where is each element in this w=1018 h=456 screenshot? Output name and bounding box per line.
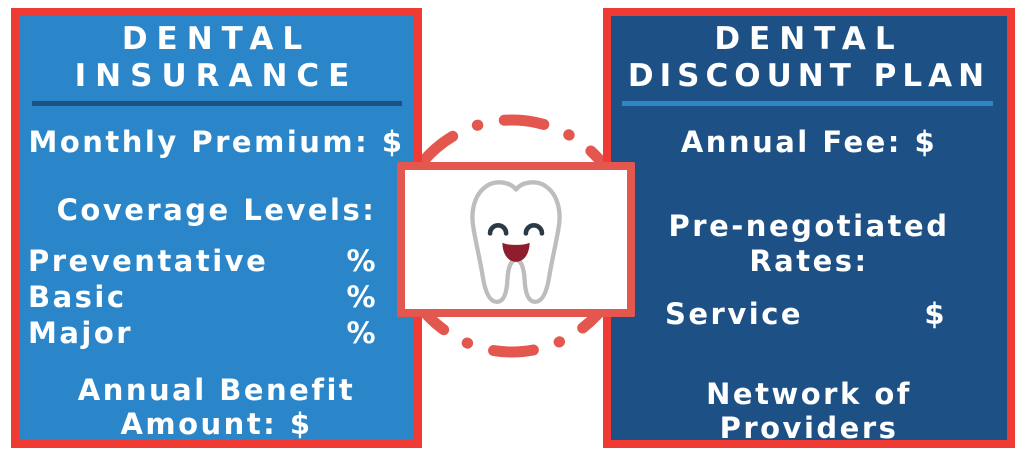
dental-discount-plan-title: DENTAL DISCOUNT PLAN	[611, 21, 1007, 95]
network-of-providers-label: Network of Providers	[611, 377, 1007, 445]
dental-insurance-title: DENTAL INSURANCE	[19, 21, 414, 95]
rates-line-1: Pre-negotiated	[668, 209, 950, 243]
smiling-tooth-icon	[470, 179, 562, 304]
title-line-2: DISCOUNT PLAN	[627, 58, 991, 94]
tooth-mouth	[502, 242, 530, 262]
tooth-outline	[470, 179, 562, 304]
network-line-1: Network of	[706, 377, 912, 411]
coverage-row-preventative: Preventative %	[28, 243, 378, 279]
coverage-row-label: Basic	[28, 280, 127, 314]
title-line-2: INSURANCE	[74, 58, 359, 94]
service-row-label: Service	[665, 297, 804, 331]
title-line-1: DENTAL	[714, 21, 904, 57]
annual-benefit-line-2: Amount: $	[120, 407, 313, 441]
coverage-row-label: Major	[28, 316, 134, 350]
network-line-2: Providers	[719, 411, 899, 445]
title-underline	[622, 101, 993, 106]
coverage-row-label: Preventative	[28, 244, 269, 278]
dental-discount-plan-panel: DENTAL DISCOUNT PLAN Annual Fee: $ Pre-n…	[603, 8, 1015, 448]
tooth-left-eye	[487, 222, 509, 236]
service-row-value: $	[924, 297, 947, 331]
title-underline	[32, 101, 402, 106]
title-line-1: DENTAL	[121, 21, 312, 57]
annual-fee-label: Annual Fee: $	[680, 125, 938, 159]
coverage-row-major: Major %	[28, 315, 378, 351]
coverage-row-value: %	[346, 280, 378, 314]
monthly-premium-label: Monthly Premium: $	[28, 125, 405, 159]
pre-negotiated-rates-label: Pre-negotiated Rates:	[611, 209, 1007, 279]
coverage-rows: Preventative % Basic % Major %	[28, 243, 378, 351]
tooth-mascot-box	[397, 162, 635, 317]
coverage-levels-heading: Coverage Levels:	[56, 193, 377, 227]
tooth-right-eye	[523, 222, 545, 236]
annual-benefit-label: Annual Benefit Amount: $	[19, 373, 414, 441]
coverage-row-value: %	[346, 316, 378, 350]
dental-insurance-panel: DENTAL INSURANCE Monthly Premium: $ Cove…	[11, 8, 422, 448]
service-row: Service $	[665, 297, 947, 331]
coverage-row-value: %	[346, 244, 378, 278]
coverage-row-basic: Basic %	[28, 279, 378, 315]
annual-benefit-line-1: Annual Benefit	[77, 373, 356, 407]
rates-line-2: Rates:	[749, 244, 869, 278]
